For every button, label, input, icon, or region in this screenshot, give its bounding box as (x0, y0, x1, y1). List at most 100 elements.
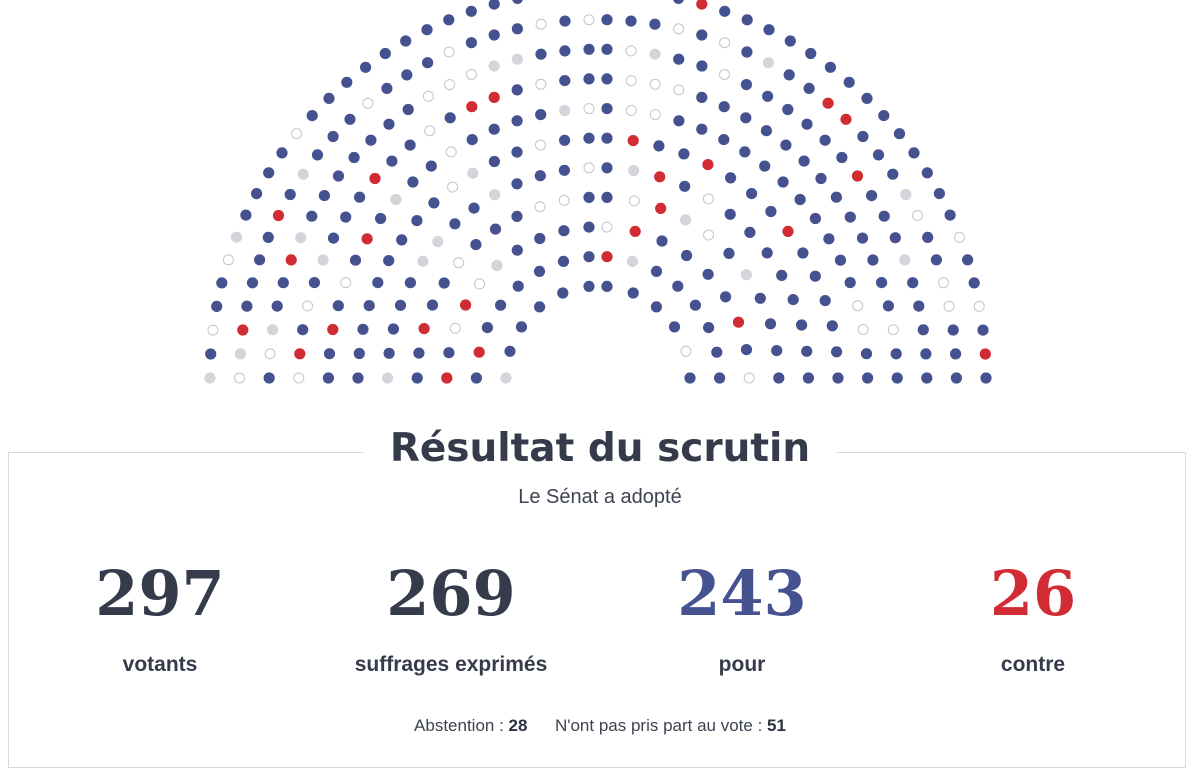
seat-pour (488, 123, 500, 135)
stat-contre-value: 26 (989, 557, 1077, 630)
seat-abstention (390, 193, 402, 206)
seat-pour (349, 254, 362, 266)
seat-contre (732, 316, 745, 328)
seat-pour (656, 235, 668, 247)
seat-non-votant (887, 324, 899, 336)
seat-pour (402, 103, 414, 116)
seat-pour (930, 254, 943, 266)
seat-pour (723, 247, 735, 259)
seat-pour (801, 345, 813, 357)
seat-abstention (559, 104, 571, 117)
seat-pour (832, 372, 844, 384)
seat-abstention (900, 188, 912, 201)
seat-non-votant (443, 46, 455, 58)
seat-contre (655, 202, 667, 214)
seat-pour (443, 347, 455, 359)
seat-pour (558, 164, 571, 176)
seat-pour (511, 23, 523, 35)
seat-pour (844, 211, 856, 223)
seat-pour (394, 299, 407, 311)
seat-contre (473, 346, 485, 358)
seat-pour (711, 346, 723, 358)
seat-pour (465, 37, 477, 49)
seat-non-votant (535, 78, 547, 90)
seat-pour (413, 347, 425, 359)
seat-pour (535, 48, 547, 60)
seat-non-votant (535, 139, 546, 151)
seat-pour (386, 155, 398, 167)
seat-pour (933, 188, 946, 200)
seat-pour (504, 345, 516, 357)
seat-abstention (740, 269, 753, 281)
seat-pour (557, 255, 570, 267)
seat-pour (557, 287, 569, 299)
seat-pour (357, 323, 369, 335)
seat-pour (284, 188, 296, 201)
seat-pour (720, 291, 732, 303)
seat-pour (944, 209, 956, 221)
seat-pour (650, 301, 663, 313)
seat-pour (311, 149, 324, 161)
seat-pour (511, 115, 523, 127)
seat-abstention (382, 372, 394, 384)
seat-pour (344, 113, 356, 125)
seat-pour (673, 53, 685, 65)
seat-pour (205, 348, 217, 360)
seat-contre (327, 323, 339, 336)
seat-pour (535, 109, 547, 121)
seat-contre (466, 101, 478, 113)
seat-pour (684, 372, 696, 384)
seat-non-votant (649, 109, 661, 121)
seat-pour (512, 280, 524, 292)
seat-pour (251, 188, 263, 200)
seat-pour (719, 5, 731, 17)
seat-pour (601, 191, 613, 203)
seat-pour (488, 155, 500, 168)
seat-pour (583, 280, 595, 292)
seat-pour (383, 255, 395, 267)
seat-contre (369, 172, 381, 185)
seat-pour (583, 43, 595, 55)
seat-pour (917, 324, 929, 336)
seat-pour (254, 254, 266, 266)
seat-pour (583, 73, 595, 85)
seat-pour (696, 60, 708, 72)
seat-pour (511, 178, 523, 190)
seat-non-votant (857, 324, 869, 335)
seat-pour (583, 191, 595, 203)
seat-pour (627, 287, 639, 299)
seat-pour (481, 322, 493, 334)
seat-pour (777, 176, 789, 188)
seat-abstention (295, 232, 307, 244)
seat-pour (601, 14, 613, 26)
seat-non-votant (703, 229, 715, 241)
seat-pour (308, 277, 320, 289)
seat-pour (893, 128, 906, 140)
seat-non-votant (535, 18, 547, 30)
seat-pour (819, 295, 831, 307)
seat-abstention (762, 57, 775, 69)
seat-abstention (488, 60, 500, 72)
seat-pour (421, 24, 433, 36)
seat-contre (822, 97, 834, 109)
seat-pour (515, 321, 528, 333)
seat-pour (920, 348, 932, 360)
seat-pour (746, 188, 758, 200)
seat-pour (672, 280, 684, 292)
seat-non-votant (453, 257, 465, 269)
result-title-text: Résultat du scrutin (363, 426, 837, 471)
seat-pour (718, 101, 730, 113)
seat-pour (696, 29, 708, 41)
seat-pour (601, 280, 613, 292)
seat-abstention (628, 165, 640, 177)
seat-pour (872, 149, 885, 161)
seat-pour (495, 299, 507, 311)
seat-pour (404, 277, 416, 289)
seat-pour (673, 0, 684, 4)
seat-pour (428, 197, 440, 209)
seat-pour (761, 247, 773, 259)
seat-contre (294, 348, 306, 360)
seat-contre (629, 225, 641, 237)
seat-pour (323, 348, 336, 360)
seat-pour (773, 372, 785, 384)
